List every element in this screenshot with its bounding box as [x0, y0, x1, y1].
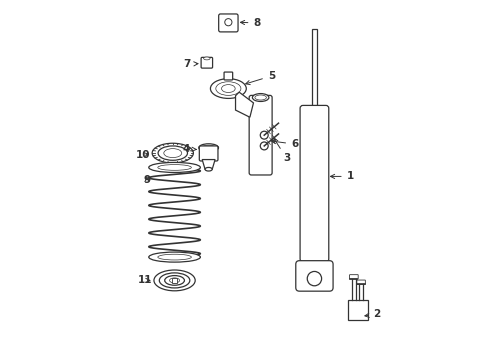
Ellipse shape: [148, 162, 200, 172]
Text: 4: 4: [183, 144, 196, 154]
Ellipse shape: [164, 275, 184, 285]
FancyBboxPatch shape: [224, 72, 232, 80]
Text: 1: 1: [330, 171, 353, 181]
Ellipse shape: [221, 85, 235, 93]
Circle shape: [224, 19, 231, 26]
Ellipse shape: [198, 144, 218, 152]
Bar: [348, 300, 367, 320]
FancyBboxPatch shape: [356, 280, 365, 284]
Ellipse shape: [252, 94, 268, 102]
Ellipse shape: [163, 149, 182, 158]
Ellipse shape: [204, 167, 212, 171]
Circle shape: [260, 131, 267, 139]
Text: 5: 5: [245, 71, 274, 85]
FancyBboxPatch shape: [201, 57, 212, 68]
FancyBboxPatch shape: [300, 105, 328, 262]
Ellipse shape: [152, 143, 193, 163]
Polygon shape: [235, 92, 253, 117]
Ellipse shape: [215, 82, 241, 95]
Text: 3: 3: [273, 138, 290, 163]
Ellipse shape: [202, 145, 215, 150]
Ellipse shape: [169, 278, 179, 283]
FancyBboxPatch shape: [349, 275, 357, 279]
Polygon shape: [202, 159, 215, 169]
FancyBboxPatch shape: [199, 146, 218, 161]
Text: 11: 11: [137, 275, 152, 285]
Ellipse shape: [154, 270, 195, 291]
Ellipse shape: [158, 254, 191, 260]
Text: 8: 8: [240, 18, 260, 28]
Text: 7: 7: [183, 59, 198, 69]
Text: 10: 10: [136, 150, 150, 160]
FancyBboxPatch shape: [218, 14, 238, 32]
Circle shape: [260, 142, 267, 150]
FancyBboxPatch shape: [249, 95, 271, 175]
FancyBboxPatch shape: [171, 278, 177, 283]
Text: 6: 6: [271, 139, 298, 149]
Text: 9: 9: [143, 175, 150, 185]
Ellipse shape: [159, 273, 189, 288]
Ellipse shape: [148, 252, 200, 262]
Ellipse shape: [158, 146, 187, 160]
Bar: [311, 30, 317, 116]
Ellipse shape: [210, 79, 246, 98]
Ellipse shape: [158, 165, 191, 170]
Text: 2: 2: [364, 310, 380, 319]
Ellipse shape: [254, 95, 266, 100]
FancyBboxPatch shape: [295, 261, 332, 291]
Ellipse shape: [203, 57, 210, 60]
Circle shape: [306, 271, 321, 286]
